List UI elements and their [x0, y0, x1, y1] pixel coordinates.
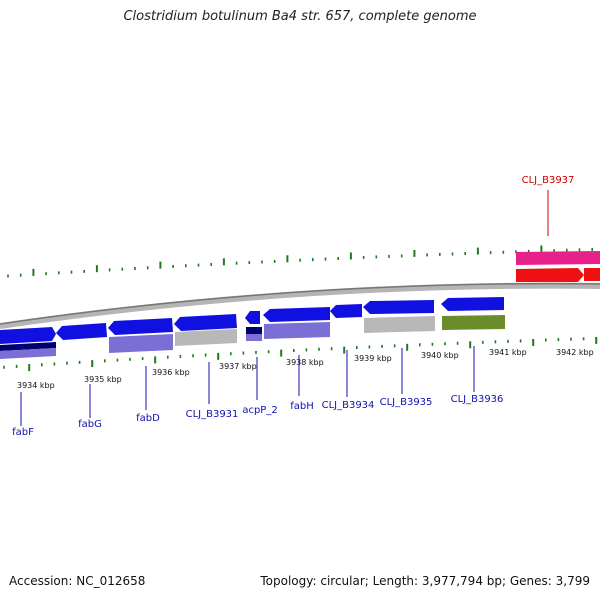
cog-CLJ_B3931[interactable] [175, 329, 237, 346]
rna-feature-track [516, 251, 600, 282]
gene-label-fabG[interactable]: fabG [78, 419, 102, 430]
axis-tick-label: 3942 kbp [556, 348, 594, 357]
axis-tick-label: 3937 kbp [219, 362, 257, 371]
axis-tick-label: 3936 kbp [152, 368, 190, 377]
genome-backbone [0, 282, 600, 329]
cds-CLJ_B3931[interactable] [174, 314, 237, 331]
cog-CLJ_B3935[interactable] [364, 316, 435, 333]
cog-acpP_2[interactable] [246, 334, 262, 341]
topology-summary-text: Topology: circular; Length: 3,977,794 bp… [260, 574, 590, 588]
rna-feature-red-1[interactable] [516, 268, 584, 282]
gene-label-fabD[interactable]: fabD [136, 413, 160, 424]
cds-fabD[interactable] [108, 318, 173, 335]
axis-tick-label: 3935 kbp [84, 375, 122, 384]
inner-tick-track [3, 336, 598, 372]
cog-CLJ_B3936[interactable] [442, 315, 505, 330]
cog-acpP_2-dark[interactable] [246, 327, 262, 334]
gene-label-CLJ_B3935[interactable]: CLJ_B3935 [380, 397, 433, 408]
cds-fabF[interactable] [0, 327, 56, 344]
gene-label-fabH[interactable]: fabH [290, 401, 314, 412]
axis-tick-label: 3938 kbp [286, 358, 324, 367]
axis-tick-label: 3940 kbp [421, 351, 459, 360]
cds-feature-track [0, 297, 504, 344]
cog-fabD[interactable] [109, 334, 173, 353]
gene-label-CLJ_B3937[interactable]: CLJ_B3937 [522, 175, 575, 186]
cds-acpP_2[interactable] [245, 311, 260, 324]
rna-feature-red-2[interactable] [584, 268, 600, 281]
cog-feature-track [0, 315, 505, 359]
axis-tick-label: 3934 kbp [17, 381, 55, 390]
rna-feature-pink[interactable] [516, 251, 600, 265]
gene-labels: fabF fabG fabD CLJ_B3931 acpP_2 fabH CLJ_B3934… [12, 175, 574, 438]
cds-fabG[interactable] [56, 323, 107, 340]
cds-CLJ_B3934[interactable] [330, 304, 362, 318]
cds-fabH[interactable] [263, 307, 330, 322]
accession-text: Accession: NC_012658 [9, 574, 146, 588]
cog-fabH[interactable] [264, 322, 330, 339]
gene-label-acpP_2[interactable]: acpP_2 [242, 405, 277, 416]
outer-tick-track [7, 245, 594, 278]
axis-tick-label: 3939 kbp [354, 354, 392, 363]
cog-fabF[interactable] [0, 348, 56, 359]
axis-labels: 3934 kbp 3935 kbp 3936 kbp 3937 kbp 3938 kbp… [17, 348, 594, 390]
gene-label-CLJ_B3934[interactable]: CLJ_B3934 [322, 400, 375, 411]
gene-label-CLJ_B3931[interactable]: CLJ_B3931 [186, 409, 239, 420]
gene-label-CLJ_B3936[interactable]: CLJ_B3936 [451, 394, 504, 405]
axis-tick-label: 3941 kbp [489, 348, 527, 357]
gene-label-fabF[interactable]: fabF [12, 427, 34, 438]
map-title: Clostridium botulinum Ba4 str. 657, comp… [123, 9, 477, 24]
cds-CLJ_B3936[interactable] [441, 297, 504, 311]
cds-CLJ_B3935[interactable] [363, 300, 434, 314]
